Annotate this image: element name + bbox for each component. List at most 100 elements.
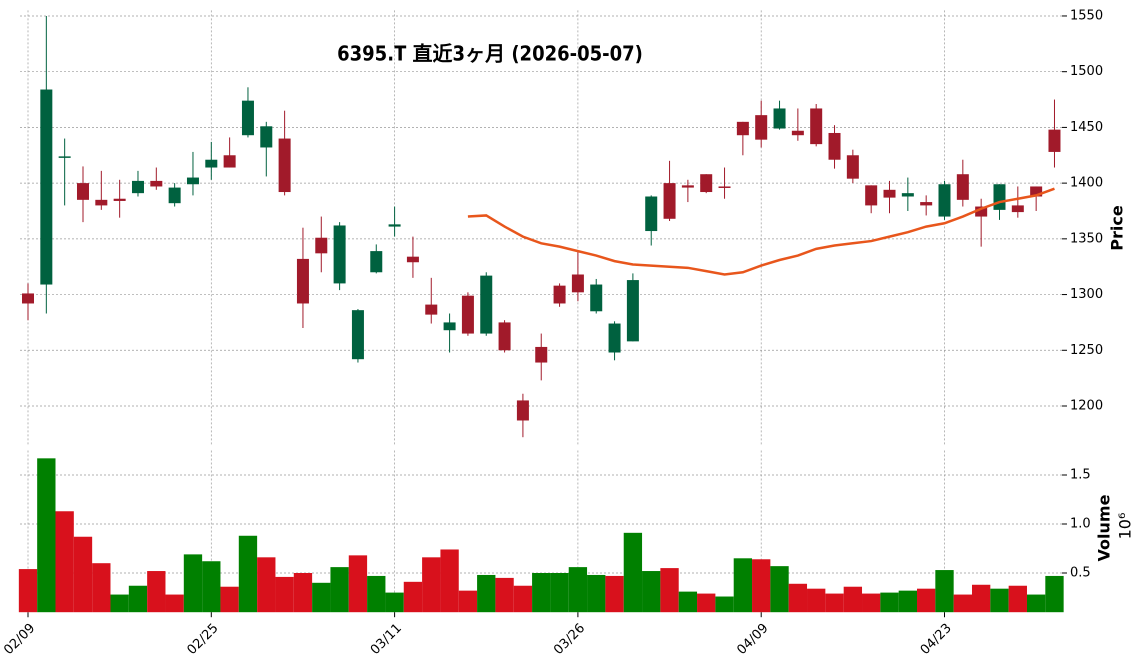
volume-bar: [550, 573, 569, 613]
volume-bar: [348, 555, 368, 613]
volume-bar: [862, 593, 881, 613]
volume-bar: [605, 575, 624, 613]
volume-bar: [898, 590, 918, 613]
candle-body: [535, 346, 548, 363]
candle-body: [22, 293, 34, 304]
candle-body: [663, 183, 676, 219]
y-tick-label: 1300: [1070, 287, 1103, 302]
volume-bar: [788, 583, 808, 613]
candle-body: [608, 323, 621, 353]
volume-bar: [971, 584, 991, 613]
candle-body: [388, 224, 401, 227]
candle-body: [241, 100, 254, 136]
volume-bar: [990, 588, 1009, 613]
volume-bar: [825, 593, 844, 613]
volume-bar: [953, 594, 972, 613]
volume-bar: [770, 566, 789, 613]
volume-bar: [367, 575, 386, 613]
x-tick-label: 03/26: [551, 621, 588, 658]
volume-bar: [147, 571, 166, 613]
volume-bar: [807, 588, 826, 613]
volume-bar: [532, 573, 551, 613]
candle-body: [700, 174, 713, 193]
volume-bar: [587, 574, 606, 613]
candle-body: [681, 185, 694, 188]
y-axis-label: Price: [1108, 205, 1127, 251]
candle-body: [95, 199, 108, 206]
volume-offset: 10⁶: [1116, 513, 1135, 540]
volume-bar: [1045, 575, 1064, 613]
volume-bar: [422, 557, 441, 613]
volume-bar: [275, 576, 294, 613]
y-tick-label: 1200: [1070, 398, 1103, 413]
volume-bar: [385, 592, 404, 613]
volume-tick-label: 0.5: [1070, 566, 1091, 581]
volume-bar: [220, 586, 239, 613]
volume-bar: [440, 549, 459, 613]
volume-bar: [73, 536, 93, 613]
volume-bar: [568, 567, 588, 613]
volume-bar: [183, 554, 203, 613]
candle-body: [370, 251, 383, 273]
volume-bar: [880, 592, 899, 613]
candle-body: [865, 185, 878, 206]
x-tick-label: 04/23: [918, 621, 955, 658]
candle-body: [718, 186, 731, 188]
candle-body: [260, 126, 273, 148]
volume-bar: [642, 571, 661, 613]
volume-bar: [752, 559, 771, 613]
volume-tick-label: 1.0: [1070, 517, 1091, 532]
candle-body: [590, 284, 603, 312]
volume-bar: [312, 582, 331, 613]
chart-title: 6395.T 直近3ヶ月 (2026-05-07): [337, 42, 643, 66]
candle-body: [755, 115, 768, 140]
volume-bar: [1008, 585, 1027, 613]
x-tick-label: 02/09: [1, 621, 38, 658]
candle-body: [571, 274, 584, 293]
candle-body: [1011, 205, 1024, 213]
candle-body: [461, 295, 474, 334]
candle-body: [791, 130, 804, 136]
candle-body: [76, 183, 89, 200]
y-tick-label: 1550: [1070, 8, 1103, 23]
candle-body: [938, 184, 951, 217]
volume-bar: [128, 585, 148, 613]
volume-bar: [293, 573, 313, 613]
volume-bar: [257, 557, 276, 613]
candle-body: [1030, 186, 1043, 197]
candle-body: [425, 304, 438, 315]
volume-tick-label: 1.5: [1070, 468, 1091, 483]
candle-body: [516, 400, 529, 421]
x-tick-label: 03/11: [368, 621, 405, 658]
y-tick-label: 1450: [1070, 120, 1103, 135]
candle-body: [645, 196, 658, 232]
y-tick-label: 1500: [1070, 64, 1103, 79]
candle-body: [296, 258, 309, 304]
candle-body: [443, 322, 456, 331]
volume-bar: [55, 511, 74, 613]
volume-bar: [330, 567, 349, 613]
volume-bar: [37, 458, 56, 613]
volume-bar: [623, 532, 643, 613]
candle-body: [278, 138, 291, 193]
candle-body: [846, 155, 859, 179]
moving-average-line: [467, 187, 1055, 276]
candle-body: [351, 310, 364, 360]
volume-bar: [165, 594, 184, 613]
volume-bar: [495, 577, 514, 613]
volume-bar: [477, 574, 496, 613]
candle-body: [553, 285, 566, 304]
candle-body: [498, 322, 511, 351]
candle-body: [406, 256, 419, 263]
x-tick-label: 04/09: [734, 621, 771, 658]
volume-bar: [1026, 594, 1046, 613]
candle-body: [975, 206, 988, 217]
candle-body: [626, 280, 639, 342]
volume-bar: [92, 563, 111, 613]
volume-bar: [458, 590, 478, 613]
candle-body: [883, 189, 896, 198]
volume-bar: [935, 570, 954, 613]
y-tick-label: 1400: [1070, 176, 1103, 191]
candle-body: [205, 159, 218, 168]
